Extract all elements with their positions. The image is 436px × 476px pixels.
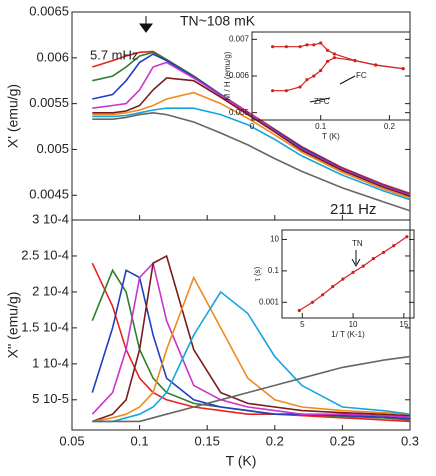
- y-tick-label: 0.006: [229, 71, 250, 80]
- data-point: [401, 67, 405, 71]
- y-tick-label: 0.1: [268, 266, 280, 275]
- data-point: [405, 235, 409, 239]
- y-tick-label: 0.0065: [29, 3, 69, 18]
- y-axis-label: X'' (emu/g): [5, 292, 21, 359]
- annotation: TN~108 mK: [180, 13, 256, 29]
- x-tick-label: 10: [349, 320, 358, 329]
- y-tick-label: 0.0045: [29, 187, 69, 202]
- data-line: [92, 77, 411, 197]
- annotation: FC: [356, 71, 367, 80]
- data-point: [353, 59, 357, 63]
- x-tick-label: 0: [250, 122, 255, 131]
- annotation: 5.7 mHz: [90, 47, 138, 62]
- arrow: [309, 97, 331, 103]
- data-line: [92, 61, 411, 197]
- y-axis-label: M / H (emu/g): [223, 51, 232, 100]
- data-point: [310, 300, 315, 304]
- x-axis-label: T (K): [322, 132, 340, 141]
- y-tick-label: 0.005: [36, 141, 69, 156]
- y-tick-label: 0.005: [229, 108, 250, 117]
- plot-area: [251, 31, 411, 121]
- data-point: [331, 284, 335, 289]
- data-line: [92, 254, 411, 423]
- data-point: [341, 277, 345, 281]
- y-tick-label: 2 10-4: [32, 283, 69, 298]
- data-point: [319, 41, 323, 45]
- panel: 5 10-5 1 10-4 1.5 10-4 2 10-4 2.5 10-4 3 10-4…: [5, 211, 419, 468]
- x-tick-label: 0.3: [401, 433, 419, 448]
- annotation: 211 Hz: [330, 201, 376, 218]
- data-point: [325, 48, 330, 52]
- data-line: [91, 261, 411, 418]
- data-line: [92, 275, 411, 423]
- data-point: [332, 56, 337, 60]
- arrow: [339, 75, 356, 85]
- data-point: [361, 264, 365, 268]
- data-point: [298, 45, 302, 49]
- data-point: [312, 43, 316, 47]
- data-point: [381, 250, 386, 254]
- annotation: ZFC: [314, 97, 330, 106]
- x-tick-label: 0.1: [131, 433, 149, 448]
- data-point: [284, 45, 288, 49]
- data-line: [92, 91, 411, 199]
- arrow: [139, 16, 153, 33]
- data-point: [319, 68, 323, 73]
- data-line: [91, 262, 411, 423]
- y-tick-label: 2.5 10-4: [21, 247, 69, 262]
- y-tick-label: 0.007: [229, 34, 250, 43]
- data-point: [332, 52, 337, 56]
- y-tick-label: 0.006: [36, 49, 69, 64]
- x-tick-label: 15: [399, 320, 408, 329]
- x-tick-label: 0.2: [266, 433, 284, 448]
- x-axis-label: 1/ T (K-1): [331, 330, 365, 339]
- x-tick-label: 0.2: [384, 122, 396, 131]
- data-point: [305, 78, 309, 82]
- data-line: [92, 107, 411, 201]
- inset: 0.005 0.006 0.007 0 0.1 0.2 M / H (emu/g) T (K)…: [223, 31, 411, 141]
- y-tick-label: 1 10-4: [32, 355, 69, 370]
- x-tick-label: 0.25: [330, 433, 355, 448]
- data-point: [325, 59, 330, 63]
- data-point: [374, 63, 378, 67]
- data-point: [284, 89, 288, 93]
- data-line: [272, 57, 404, 92]
- y-axis-label: τ (s): [253, 266, 262, 281]
- y-tick-label: 10: [270, 235, 279, 244]
- data-point: [305, 43, 309, 47]
- x-tick-label: 0.05: [59, 433, 84, 448]
- arrow: [351, 250, 361, 268]
- y-tick-label: 1.5 10-4: [21, 319, 69, 334]
- y-tick-label: 0.0055: [29, 95, 69, 110]
- data-point: [312, 74, 316, 78]
- data-point: [271, 45, 275, 49]
- panel: 0.0045 0.005 0.0055 0.006 0.0065 X' (emu/g) TN…: [5, 3, 411, 221]
- plot-area: [71, 219, 411, 431]
- x-axis-label: T (K): [226, 453, 257, 469]
- data-point: [371, 257, 375, 261]
- plot-area: [281, 229, 415, 319]
- data-line: [92, 355, 411, 423]
- data-point: [351, 270, 355, 274]
- y-tick-label: 3 10-4: [32, 211, 69, 226]
- annotation: TN: [352, 239, 363, 248]
- data-point: [271, 89, 275, 93]
- data-line: [92, 290, 411, 423]
- data-point: [297, 308, 301, 313]
- data-point: [298, 85, 302, 89]
- data-point: [321, 293, 325, 297]
- x-tick-label: 5: [300, 320, 305, 329]
- inset: 0.001 0.1 10 5 10 15 τ (s) 1/ T (K-1) TN: [253, 229, 415, 339]
- y-axis-label: X' (emu/g): [5, 84, 21, 148]
- data-line: [272, 42, 404, 70]
- y-tick-label: 5 10-5: [32, 391, 69, 406]
- x-tick-label: 0.15: [195, 433, 220, 448]
- y-tick-label: 0.001: [259, 297, 280, 306]
- data-line: [92, 111, 411, 212]
- data-point: [392, 244, 396, 248]
- x-tick-label: 0.1: [315, 122, 327, 131]
